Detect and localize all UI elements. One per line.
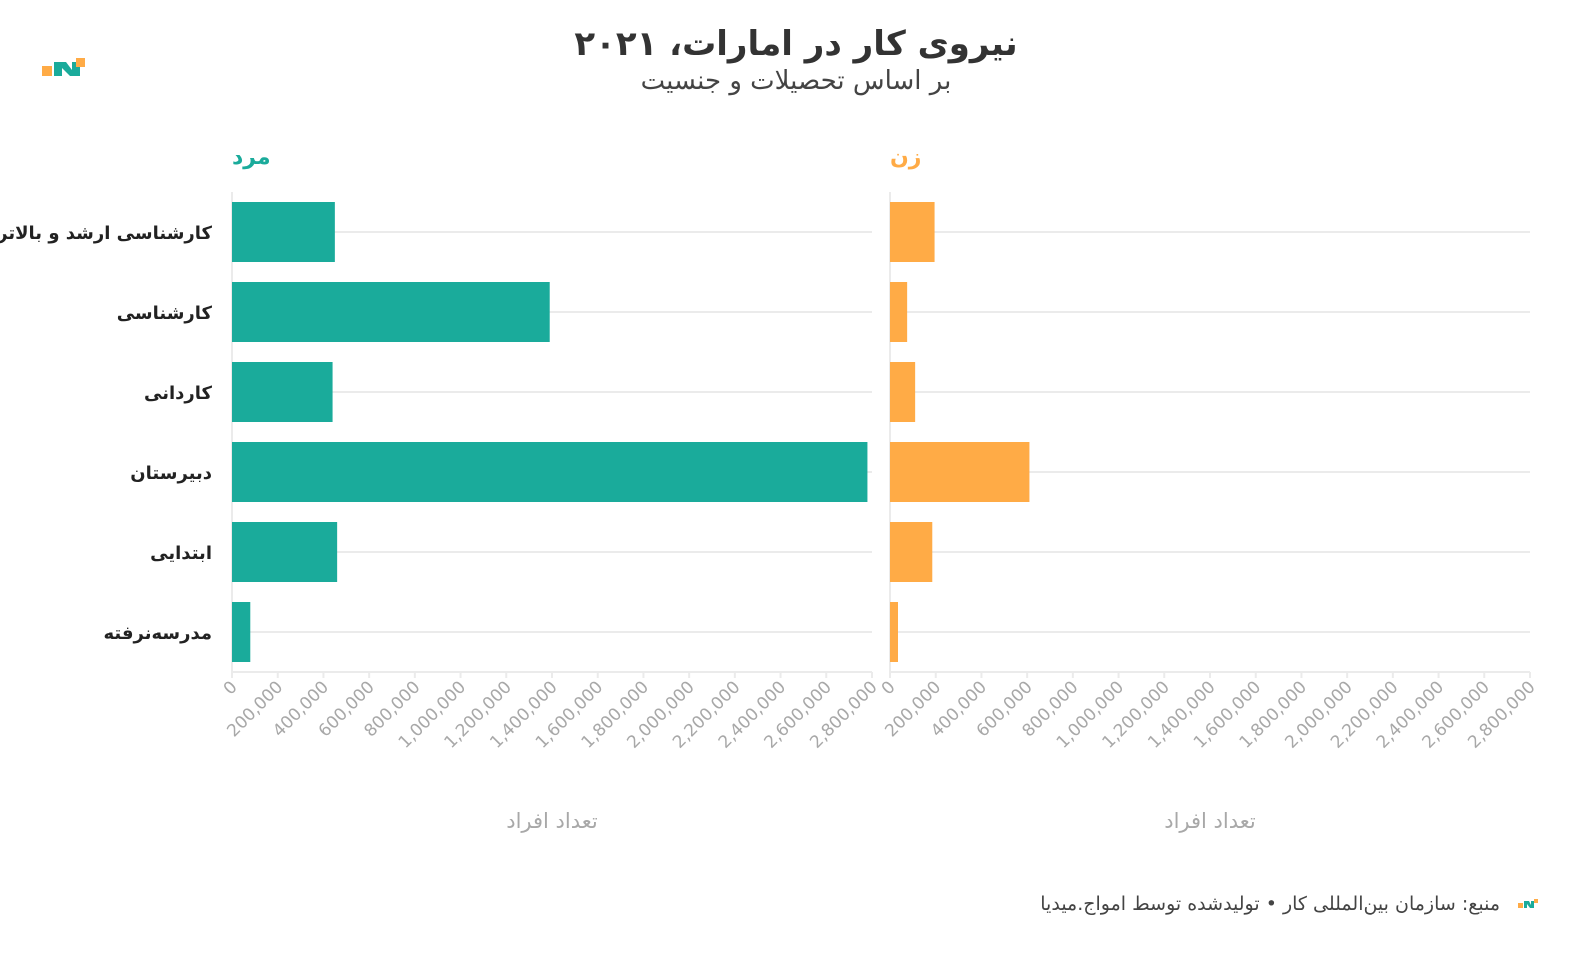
- legend-male: مرد: [232, 145, 271, 170]
- bar-female-2: [890, 362, 916, 422]
- category-label: دبیرستان: [130, 463, 212, 484]
- category-label: کاردانی: [144, 383, 212, 404]
- bar-female-4: [890, 522, 933, 582]
- x-axis-label: تعداد افراد: [1164, 809, 1256, 833]
- bar-male-0: [232, 202, 335, 262]
- bar-male-1: [232, 282, 550, 342]
- chart-title: نیروی کار در امارات، ۲۰۲۱: [574, 24, 1018, 64]
- category-label: ابتدایی: [150, 543, 212, 564]
- bar-female-3: [890, 442, 1030, 502]
- bar-male-2: [232, 362, 333, 422]
- x-tick-label: 0: [220, 677, 242, 699]
- x-tick-label: 0: [878, 677, 900, 699]
- bar-female-5: [890, 602, 898, 662]
- category-label: مدرسه‌نرفته: [103, 623, 212, 644]
- bar-female-1: [890, 282, 908, 342]
- bar-male-5: [232, 602, 251, 662]
- brand-logo-icon: [42, 58, 85, 76]
- x-axis-label: تعداد افراد: [506, 809, 598, 833]
- bar-female-0: [890, 202, 935, 262]
- chart-subtitle: بر اساس تحصیلات و جنسیت: [640, 66, 952, 96]
- legend-female: زن: [890, 145, 921, 170]
- category-label: کارشناسی: [117, 303, 213, 324]
- source-note: منبع: سازمان بین‌المللی کار • تولیدشده ت…: [1040, 893, 1500, 915]
- bar-chart: 0200,000400,000600,000800,0001,000,0001,…: [0, 145, 1540, 833]
- category-label: کارشناسی ارشد و بالاتر: [0, 223, 213, 244]
- source-logo-icon: [1518, 899, 1538, 908]
- bar-male-3: [232, 442, 868, 502]
- bar-male-4: [232, 522, 338, 582]
